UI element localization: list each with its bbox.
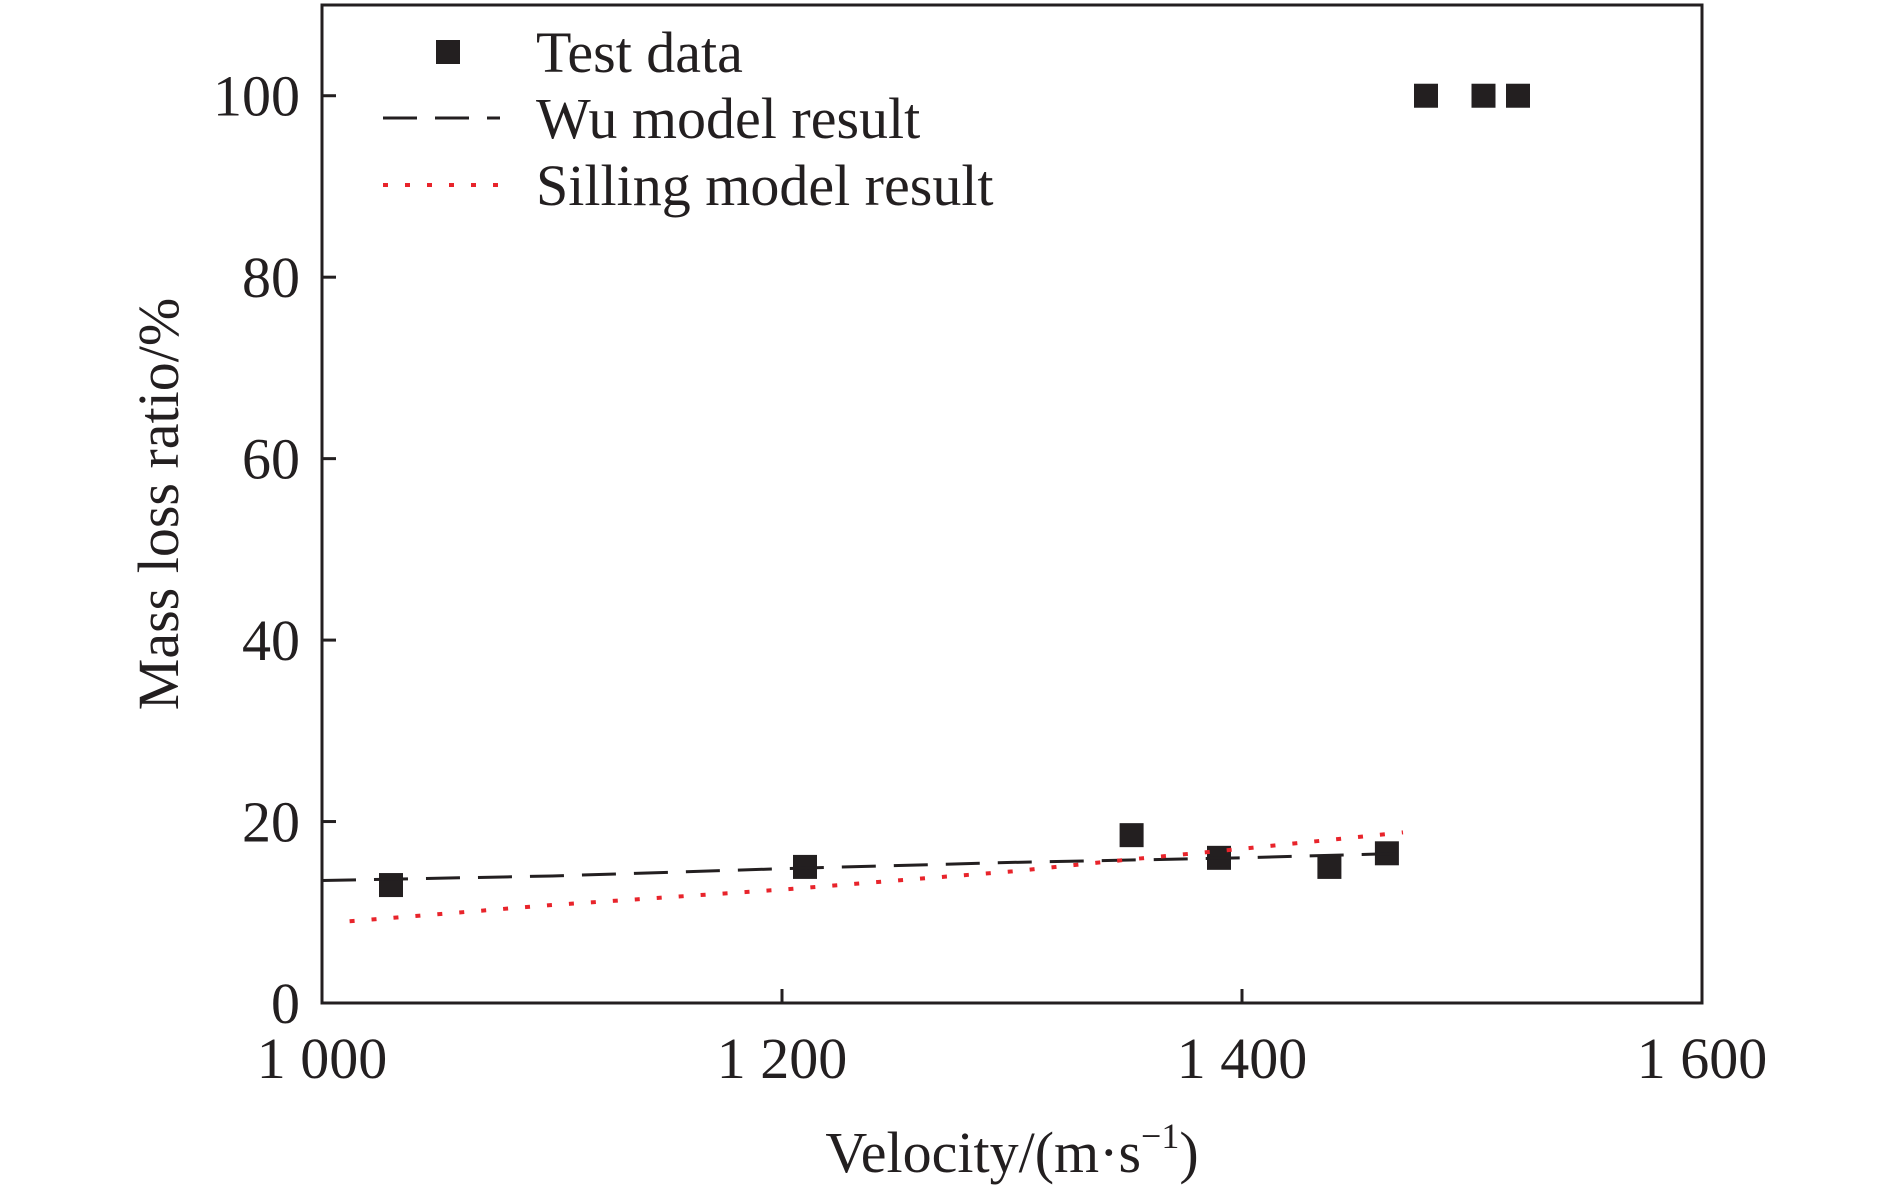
x-tick-label: 1 000 (257, 1026, 388, 1091)
data-point (1506, 83, 1530, 108)
axes-layer: 1 000 1 200 1 400 1 600 0 20 40 60 80 100 (213, 64, 1767, 1091)
x-axis-label: Velocity/(m·s−1) (825, 1116, 1198, 1185)
series-layer (321, 83, 1530, 924)
series-2 (321, 851, 1404, 882)
x-axis-label-sup: −1 (1141, 1116, 1179, 1156)
series-3 (349, 830, 1404, 924)
legend-item: Test data (436, 20, 743, 85)
x-tick-label: 1 200 (717, 1026, 848, 1091)
legend-item: Silling model result (383, 153, 994, 218)
y-axis-label: Mass loss ratio/% (126, 298, 191, 710)
data-point (1317, 854, 1342, 879)
series-line (349, 830, 1404, 924)
legend-label: Test data (536, 20, 743, 85)
data-point (1119, 823, 1144, 848)
legend-label: Silling model result (536, 153, 994, 218)
legend-item: Wu model result (383, 86, 920, 151)
y-tick-label: 80 (242, 245, 300, 310)
series-line (321, 851, 1404, 882)
legend-label: Wu model result (536, 86, 920, 151)
x-tick-label: 1 600 (1637, 1026, 1768, 1091)
data-point (1414, 83, 1438, 108)
data-point (379, 873, 403, 898)
y-tick-label: 60 (242, 427, 300, 492)
plot-frame (320, 3, 1704, 1005)
y-tick-label: 0 (271, 971, 300, 1036)
y-tick-label: 100 (213, 64, 300, 129)
x-axis-label-close: ) (1179, 1120, 1198, 1185)
y-tick-label: 40 (242, 608, 300, 673)
legend-marker (436, 40, 460, 64)
data-point (1471, 83, 1496, 108)
x-tick-label: 1 400 (1177, 1026, 1308, 1091)
x-axis-label-main: Velocity/(m·s (825, 1120, 1141, 1185)
y-tick-label: 20 (242, 790, 300, 855)
